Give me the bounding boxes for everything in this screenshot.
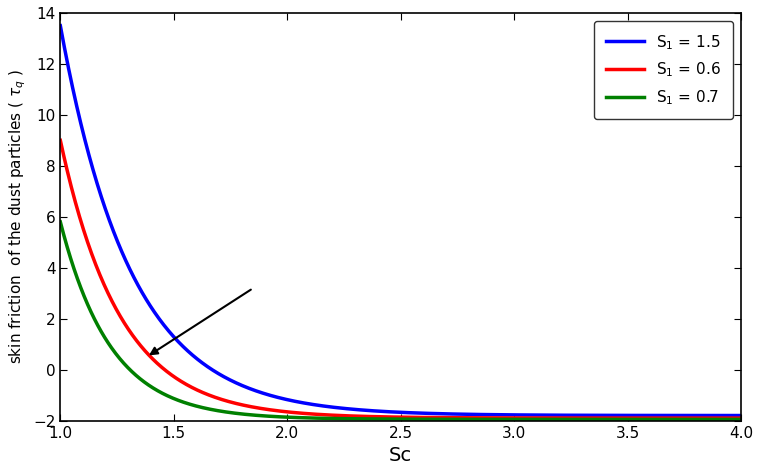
- Y-axis label: skin friction  of the dust particles ( $\tau_q$ ): skin friction of the dust particles ( $\…: [7, 69, 27, 364]
- Legend: S$_1$ = 1.5, S$_1$ = 0.6, S$_1$ = 0.7: S$_1$ = 1.5, S$_1$ = 0.6, S$_1$ = 0.7: [594, 21, 733, 119]
- X-axis label: Sc: Sc: [389, 446, 412, 465]
